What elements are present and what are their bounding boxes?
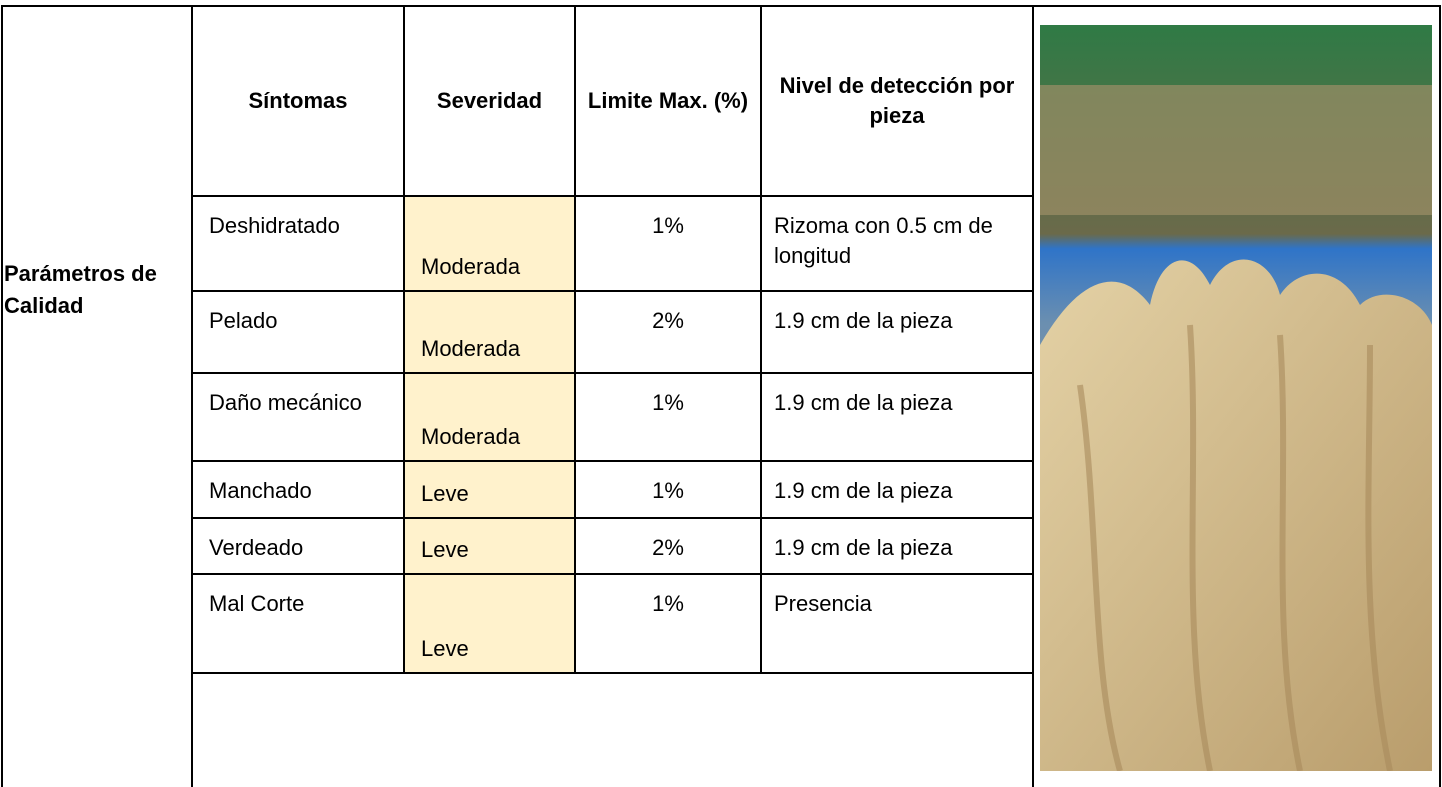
border — [574, 5, 576, 672]
table-cell: Daño mecánico — [209, 390, 362, 415]
table-cell: 2% — [652, 535, 684, 560]
table-cell: Deshidratado — [209, 213, 340, 238]
border — [191, 5, 193, 787]
severity-cell: Moderada — [405, 374, 574, 460]
table-cell: Verdeado — [209, 535, 304, 560]
column-header: Nivel de detección por pieza — [779, 73, 1015, 128]
table-cell: 1% — [652, 390, 684, 415]
table-cell: Presencia — [774, 591, 872, 616]
table-cell: 1.9 cm de la pieza — [774, 535, 953, 560]
border — [191, 195, 1034, 197]
table-cell: 1% — [652, 213, 684, 238]
border — [191, 517, 1034, 519]
border — [1032, 5, 1034, 787]
border — [1, 5, 1441, 7]
table-cell: 1.9 cm de la pieza — [774, 308, 953, 333]
column-header: Síntomas — [248, 88, 348, 113]
ginger-photo — [1040, 25, 1432, 771]
table-cell: Rizoma con 0.5 cm de longitud — [774, 213, 993, 268]
border — [191, 372, 1034, 374]
severity-cell: Leve — [405, 462, 574, 517]
border — [1439, 5, 1441, 787]
border — [191, 290, 1034, 292]
table-cell: Manchado — [209, 478, 312, 503]
severity-cell: Leve — [405, 575, 574, 672]
column-header: Severidad — [436, 88, 543, 113]
row-label: Parámetros de Calidad — [4, 261, 157, 318]
border — [403, 5, 405, 672]
severity-cell: Leve — [405, 519, 574, 573]
table-cell: Pelado — [209, 308, 278, 333]
table-cell: 1% — [652, 591, 684, 616]
border — [191, 460, 1034, 462]
border — [1, 5, 3, 787]
table-cell: 1% — [652, 478, 684, 503]
table-cell: Mal Corte — [209, 591, 305, 616]
border — [191, 573, 1034, 575]
table-cell: 2% — [652, 308, 684, 333]
table-cell: 1.9 cm de la pieza — [774, 390, 953, 415]
table-cell: 1.9 cm de la pieza — [774, 478, 953, 503]
border — [191, 672, 1034, 674]
column-header: Limite Max. (%) — [587, 88, 749, 113]
severity-cell: Moderada — [405, 292, 574, 372]
border — [760, 5, 762, 672]
severity-cell: Moderada — [405, 197, 574, 290]
